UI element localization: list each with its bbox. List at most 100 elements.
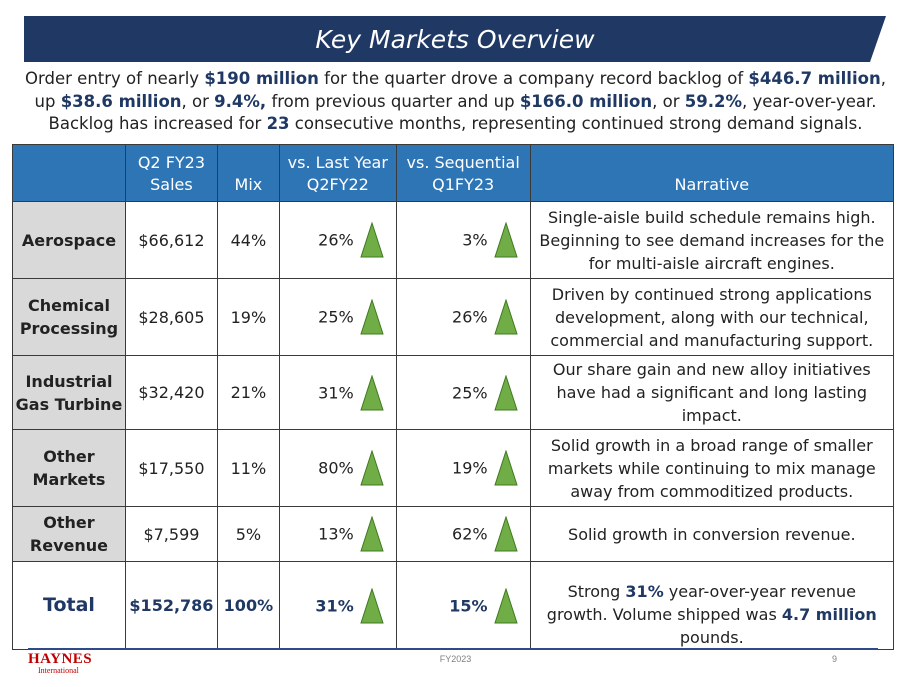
total-yoy-value: 31% xyxy=(315,596,354,615)
mix-value: 19% xyxy=(216,278,280,356)
up-triangle-icon xyxy=(493,374,518,410)
highlight-text: 59.2% xyxy=(684,91,743,111)
highlight-text: 4.7 million xyxy=(781,605,877,624)
mix-value: 5% xyxy=(216,506,280,562)
yoy-value: 31% xyxy=(318,383,354,402)
yoy-value: 26% xyxy=(318,230,354,250)
header-vs-last-year: vs. Last Year Q2FY22 xyxy=(278,144,397,202)
highlight-text: $166.0 million xyxy=(519,91,653,111)
narrative-text: Single-aisle build schedule remains high… xyxy=(529,201,895,279)
text-segment: year-over-year revenue growth. Volume sh… xyxy=(546,582,856,624)
sales-value: $17,550 xyxy=(124,429,218,507)
seq-cell: 26% xyxy=(395,278,531,356)
seq-value: 19% xyxy=(452,458,488,478)
up-triangle-icon xyxy=(360,299,384,335)
up-triangle-icon xyxy=(493,587,518,623)
logo-main-text: HAYNES xyxy=(28,651,93,667)
total-row: Total $152,786 100% 31% 15% Strong 31% year-o… xyxy=(12,561,895,650)
seq-cell: 19% xyxy=(395,429,531,507)
seq-value: 3% xyxy=(462,230,488,250)
text-segment: Order entry of nearly xyxy=(25,69,205,88)
text-segment: from previous quarter and up xyxy=(266,91,520,111)
table-row: Chemical Processing $28,605 19% 25% 26% Drive… xyxy=(12,278,895,356)
market-name: Other Markets xyxy=(12,429,126,507)
total-yoy-cell: 31% xyxy=(278,561,397,650)
market-name: Chemical Processing xyxy=(12,278,126,356)
total-mix: 100% xyxy=(216,561,280,650)
intro-paragraph: Order entry of nearly $190 million for t… xyxy=(18,68,893,136)
table-row: Aerospace $66,612 44% 26% 3% Single-aisle bui… xyxy=(12,201,895,279)
table-row: Other Revenue $7,599 5% 13% 62% Solid growth … xyxy=(12,506,895,562)
yoy-cell: 26% xyxy=(278,201,397,279)
text-segment: , year-over-year. Backlog has increased … xyxy=(48,91,877,134)
header-mix: Mix xyxy=(216,144,280,202)
yoy-cell: 80% xyxy=(278,429,397,507)
up-triangle-icon xyxy=(360,374,384,410)
mix-value: 44% xyxy=(216,201,280,279)
yoy-cell: 13% xyxy=(278,506,397,562)
text-segment: Strong xyxy=(567,582,626,601)
seq-value: 26% xyxy=(452,307,488,327)
up-triangle-icon xyxy=(360,587,384,623)
text-segment: , or xyxy=(181,91,215,111)
seq-cell: 62% xyxy=(395,506,531,562)
mix-value: 11% xyxy=(216,429,280,507)
table-header-row: Q2 FY23 Sales Mix vs. Last Year Q2FY22 v… xyxy=(12,144,895,202)
yoy-cell: 25% xyxy=(278,278,397,356)
total-label: Total xyxy=(12,561,126,650)
market-name: Aerospace xyxy=(12,201,126,279)
page-title: Key Markets Overview xyxy=(315,24,595,54)
seq-cell: 25% xyxy=(395,355,531,430)
table-row: Industrial Gas Turbine $32,420 21% 31% 25% Ou… xyxy=(12,355,895,430)
up-triangle-icon xyxy=(493,299,518,335)
total-sales: $152,786 xyxy=(124,561,218,650)
up-triangle-icon xyxy=(493,450,518,486)
highlight-text: $190 million xyxy=(204,69,319,88)
footer-label: FY2023 xyxy=(439,654,472,664)
table-row: Other Markets $17,550 11% 80% 19% Solid growt… xyxy=(12,429,895,507)
market-name: Other Revenue xyxy=(12,506,126,562)
text-segment: consecutive months, representing continu… xyxy=(289,114,863,133)
highlight-text: $446.7 million xyxy=(748,69,881,88)
footer-divider xyxy=(28,648,878,650)
highlight-text: 31% xyxy=(625,582,664,601)
haynes-logo: HAYNES International xyxy=(28,652,92,675)
up-triangle-icon xyxy=(360,516,384,552)
sales-value: $66,612 xyxy=(124,201,218,279)
header-sales: Q2 FY23 Sales xyxy=(124,144,218,202)
narrative-text: Driven by continued strong applications … xyxy=(529,278,895,356)
header-narrative: Narrative xyxy=(529,144,895,202)
sales-value: $7,599 xyxy=(124,506,218,562)
highlight-text: 9.4%, xyxy=(214,91,267,111)
narrative-text: Solid growth in conversion revenue. xyxy=(529,506,895,562)
total-seq-value: 15% xyxy=(449,596,488,615)
sales-value: $28,605 xyxy=(124,278,218,356)
narrative-text: Solid growth in a broad range of smaller… xyxy=(529,429,895,507)
text-segment: , or xyxy=(652,91,685,111)
yoy-value: 25% xyxy=(318,307,354,327)
title-banner-shape xyxy=(24,16,886,62)
yoy-value: 13% xyxy=(318,524,354,544)
narrative-text: Our share gain and new alloy initiatives… xyxy=(529,355,895,430)
up-triangle-icon xyxy=(493,516,518,552)
page-number: 9 xyxy=(831,654,837,664)
up-triangle-icon xyxy=(360,450,384,486)
header-vs-sequential: vs. Sequential Q1FY23 xyxy=(395,144,531,202)
highlight-text: 23 xyxy=(266,114,290,133)
text-segment: for the quarter drove a company record b… xyxy=(318,69,749,88)
mix-value: 21% xyxy=(216,355,280,430)
title-banner: Key Markets Overview xyxy=(24,16,886,62)
total-narrative: Strong 31% year-over-year revenue growth… xyxy=(529,561,895,650)
market-name: Industrial Gas Turbine xyxy=(12,355,126,430)
header-market xyxy=(12,144,126,202)
highlight-text: $38.6 million xyxy=(60,91,182,111)
up-triangle-icon xyxy=(360,222,384,258)
key-markets-table: Q2 FY23 Sales Mix vs. Last Year Q2FY22 v… xyxy=(12,144,895,650)
logo-sub-text: International xyxy=(38,666,79,675)
yoy-value: 80% xyxy=(318,458,354,478)
yoy-cell: 31% xyxy=(278,355,397,430)
seq-value: 25% xyxy=(452,383,488,402)
sales-value: $32,420 xyxy=(124,355,218,430)
seq-value: 62% xyxy=(452,524,488,544)
seq-cell: 3% xyxy=(395,201,531,279)
